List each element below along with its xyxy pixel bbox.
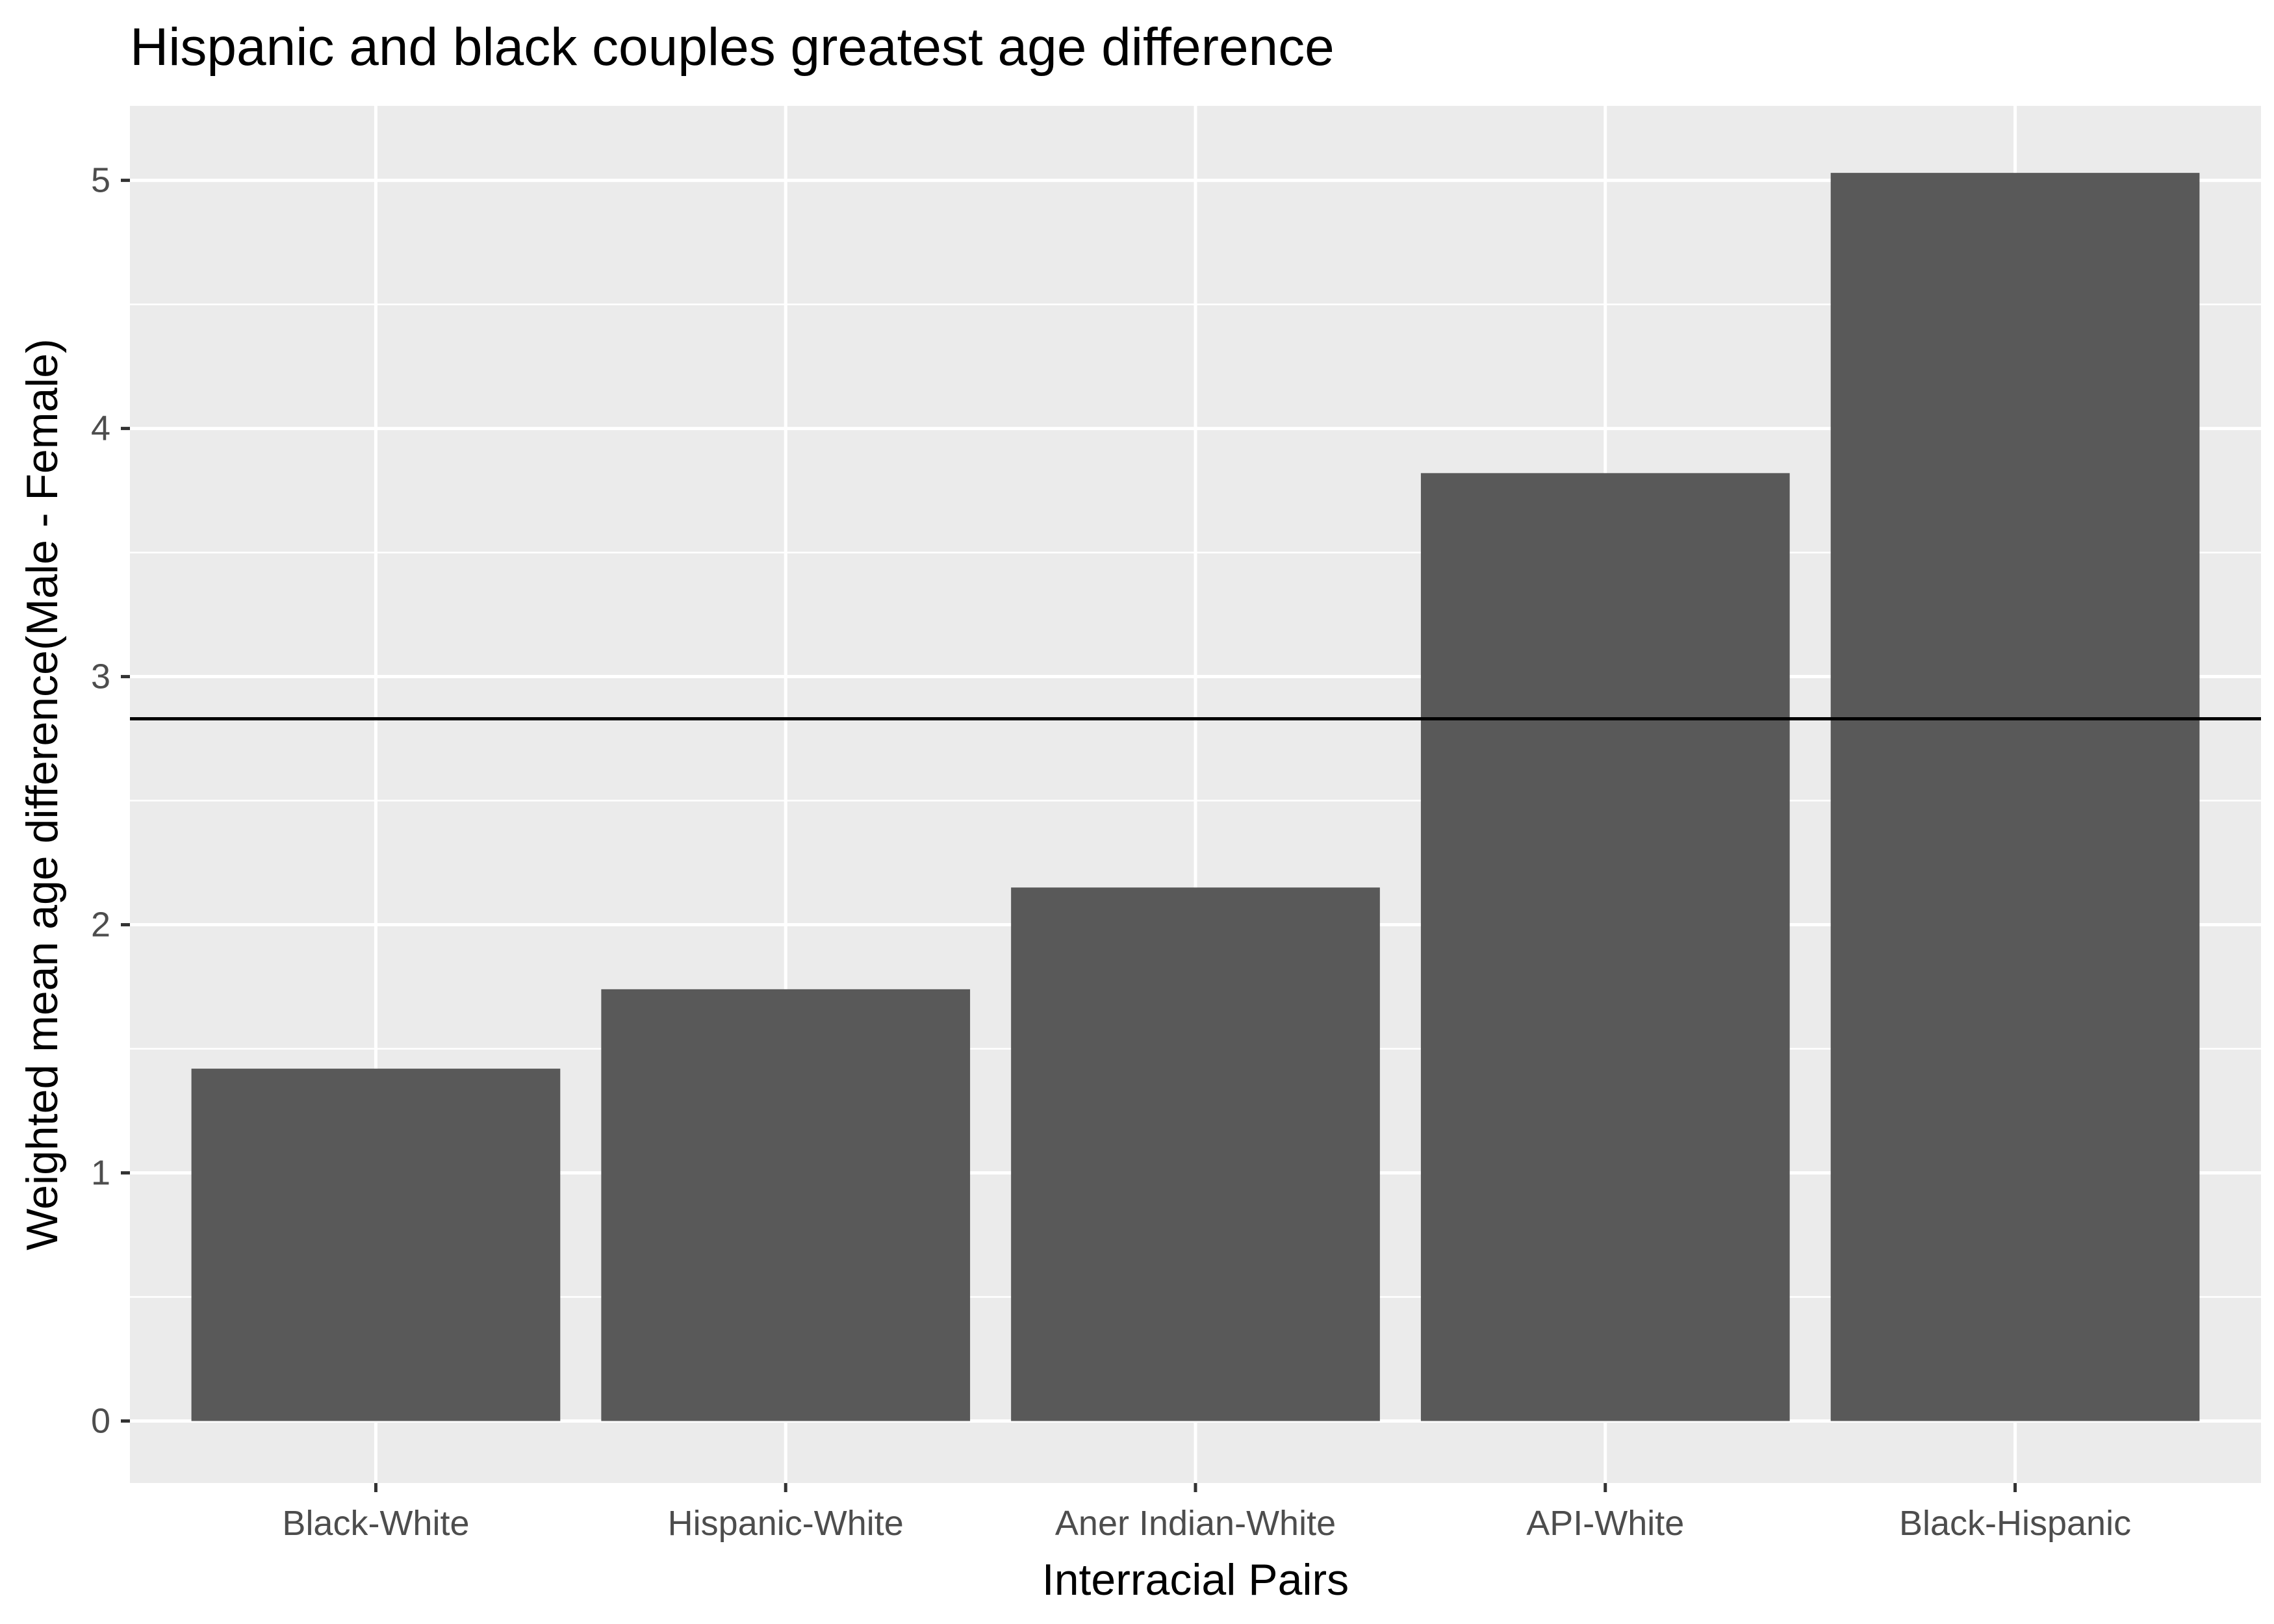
bar-black-hispanic [1830, 173, 2200, 1421]
x-tick-label: Hispanic-White [668, 1504, 904, 1543]
y-tick-label: 4 [91, 409, 110, 448]
bars [191, 173, 2200, 1421]
y-tick-label: 3 [91, 657, 110, 696]
bar-hispanic-white [601, 989, 971, 1421]
x-tick-label: Aner Indian-White [1055, 1504, 1336, 1543]
y-axis-ticks: 0 1 2 3 4 5 [91, 161, 130, 1441]
y-tick-label: 0 [91, 1402, 110, 1441]
x-tick-label: API-White [1526, 1504, 1684, 1543]
chart-title: Hispanic and black couples greatest age … [130, 18, 1335, 77]
x-tick-label: Black-White [282, 1504, 469, 1543]
bar-api-white [1420, 473, 1790, 1421]
y-tick-label: 5 [91, 161, 110, 200]
y-tick-label: 2 [91, 906, 110, 945]
bar-black-white [191, 1069, 561, 1421]
y-tick-label: 1 [91, 1154, 110, 1193]
bar-aner-indian-white [1011, 887, 1380, 1421]
x-axis-ticks: Black-White Hispanic-White Aner Indian-Whi… [282, 1483, 2131, 1543]
y-axis-title: Weighted mean age difference(Male - Fema… [18, 338, 67, 1250]
x-tick-label: Black-Hispanic [1899, 1504, 2131, 1543]
x-axis-title: Interracial Pairs [1042, 1555, 1349, 1605]
